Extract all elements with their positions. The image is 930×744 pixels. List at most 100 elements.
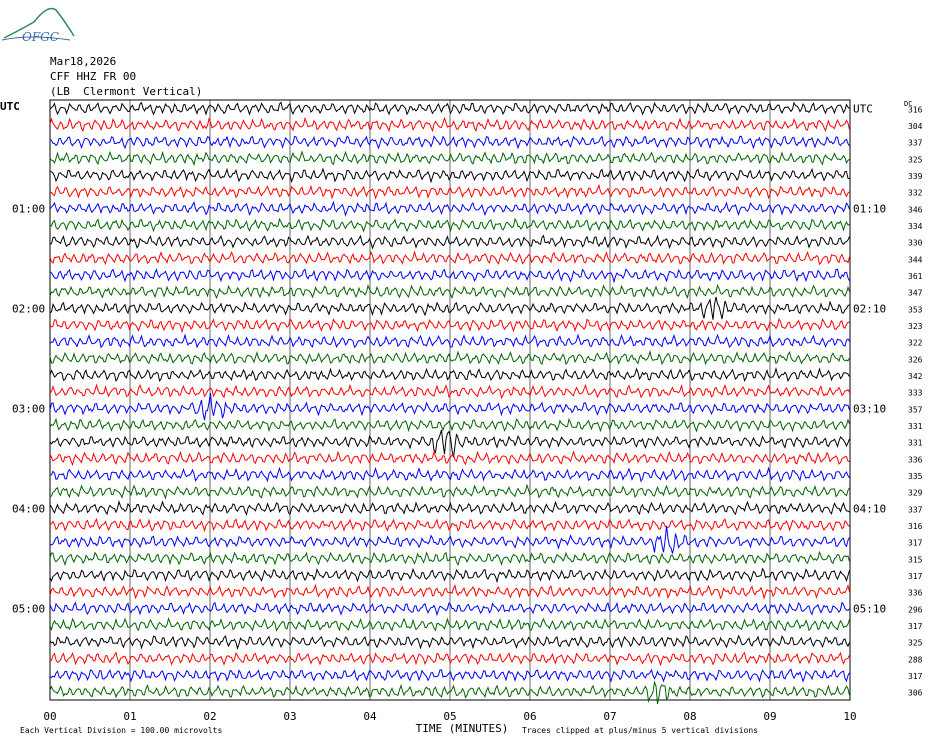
trace-row-15 bbox=[49, 349, 850, 366]
dc-value: 326 bbox=[908, 355, 923, 364]
dc-value: 325 bbox=[908, 639, 923, 648]
dc-value: 317 bbox=[908, 672, 923, 681]
dc-value: 346 bbox=[908, 205, 923, 214]
dc-value: 330 bbox=[908, 239, 923, 248]
left-hour-label: 01:00 bbox=[12, 202, 45, 215]
trace-row-9 bbox=[49, 250, 850, 266]
dc-value: 306 bbox=[908, 689, 923, 698]
trace-row-35 bbox=[49, 680, 850, 705]
dc-value: 316 bbox=[908, 522, 923, 531]
dc-value: 335 bbox=[908, 472, 923, 481]
trace-row-16 bbox=[49, 366, 850, 383]
x-tick-label: 02 bbox=[203, 710, 216, 723]
seismogram-traces bbox=[49, 101, 850, 705]
trace-row-10 bbox=[49, 268, 850, 284]
x-tick-label: 03 bbox=[283, 710, 296, 723]
x-tick-label: 09 bbox=[763, 710, 776, 723]
dc-value: 331 bbox=[908, 439, 923, 448]
x-tick-label: 06 bbox=[523, 710, 536, 723]
trace-row-0 bbox=[49, 101, 850, 116]
dc-value: 344 bbox=[908, 255, 923, 264]
trace-row-29 bbox=[49, 583, 850, 600]
dc-value: 333 bbox=[908, 389, 923, 398]
x-tick-label: 00 bbox=[43, 710, 56, 723]
trace-row-6 bbox=[49, 200, 850, 217]
trace-row-5 bbox=[49, 183, 850, 200]
x-tick-label: 10 bbox=[843, 710, 856, 723]
trace-row-23 bbox=[49, 483, 850, 500]
trace-row-19 bbox=[49, 417, 850, 433]
dc-value: 337 bbox=[908, 139, 923, 148]
dc-value: 353 bbox=[908, 305, 923, 314]
logo-text: OFGC bbox=[22, 30, 59, 44]
dc-value: 342 bbox=[908, 372, 923, 381]
dc-value: 315 bbox=[908, 555, 923, 564]
x-tick-label: 07 bbox=[603, 710, 616, 723]
trace-row-28 bbox=[49, 567, 850, 584]
trace-row-18 bbox=[49, 393, 850, 421]
header-station: CFF HHZ FR 00 bbox=[50, 70, 137, 83]
trace-row-22 bbox=[49, 466, 850, 483]
trace-row-30 bbox=[49, 601, 850, 617]
dc-value: 347 bbox=[908, 289, 923, 298]
trace-row-32 bbox=[49, 634, 850, 651]
plot-grid bbox=[49, 99, 851, 701]
dc-value: 317 bbox=[908, 622, 923, 631]
dc-value: 339 bbox=[908, 172, 923, 181]
right-hour-label: 02:10 bbox=[853, 302, 886, 315]
dc-value: 323 bbox=[908, 322, 923, 331]
scale-note: Each Vertical Division = 100.00 microvol… bbox=[20, 726, 222, 735]
left-hour-label: 02:00 bbox=[12, 302, 45, 315]
trace-row-13 bbox=[49, 317, 850, 334]
trace-row-21 bbox=[49, 450, 850, 467]
x-axis-title: TIME (MINUTES) bbox=[416, 722, 509, 735]
header-location: (LB Clermont Vertical) bbox=[50, 85, 203, 98]
dc-value: 337 bbox=[908, 505, 923, 514]
ofgc-logo: OFGC bbox=[1, 7, 75, 44]
trace-row-7 bbox=[49, 217, 850, 233]
right-hour-label: UTC bbox=[853, 102, 873, 115]
trace-row-4 bbox=[49, 167, 850, 184]
trace-row-27 bbox=[49, 550, 850, 567]
left-hour-label: 03:00 bbox=[12, 402, 45, 415]
trace-row-12 bbox=[49, 296, 850, 320]
right-hour-label: 04:10 bbox=[853, 502, 886, 515]
right-hour-label: 05:10 bbox=[853, 602, 886, 615]
dc-value: 361 bbox=[908, 272, 923, 281]
x-tick-label: 08 bbox=[683, 710, 696, 723]
dc-value: 357 bbox=[908, 405, 923, 414]
dc-value: 304 bbox=[908, 122, 923, 131]
dc-value: 331 bbox=[908, 422, 923, 431]
trace-row-31 bbox=[49, 616, 850, 632]
header-date: Mar18,2026 bbox=[50, 55, 117, 68]
dc-value: 334 bbox=[908, 222, 923, 231]
dc-value: 316 bbox=[908, 105, 923, 114]
dc-value: 336 bbox=[908, 455, 923, 464]
dc-value: 336 bbox=[908, 589, 923, 598]
dc-header: DC bbox=[904, 100, 912, 108]
trace-row-25 bbox=[49, 517, 850, 533]
dc-value: 329 bbox=[908, 489, 923, 498]
trace-row-11 bbox=[49, 283, 850, 300]
right-hour-label: 01:10 bbox=[853, 202, 886, 215]
trace-row-1 bbox=[49, 116, 850, 133]
trace-row-8 bbox=[49, 234, 850, 250]
trace-row-20 bbox=[49, 429, 850, 458]
trace-row-2 bbox=[49, 135, 850, 150]
dc-value: 325 bbox=[908, 155, 923, 164]
dc-value: 317 bbox=[908, 539, 923, 548]
left-utc-label: UTC bbox=[0, 100, 20, 113]
trace-row-3 bbox=[49, 150, 850, 167]
right-hour-label: 03:10 bbox=[853, 402, 886, 415]
x-tick-label: 05 bbox=[443, 710, 456, 723]
trace-row-17 bbox=[49, 383, 850, 400]
dc-value: 288 bbox=[908, 655, 923, 664]
axis-labels: 00 01 02 03 04 05 06 07 08 09 10 316 304 337 325 339 332… bbox=[0, 100, 923, 723]
dc-value: 322 bbox=[908, 339, 923, 348]
trace-row-14 bbox=[49, 333, 850, 349]
dc-value: 296 bbox=[908, 605, 923, 614]
dc-value: 317 bbox=[908, 572, 923, 581]
x-tick-label: 04 bbox=[363, 710, 377, 723]
logo-swoosh bbox=[3, 7, 75, 39]
